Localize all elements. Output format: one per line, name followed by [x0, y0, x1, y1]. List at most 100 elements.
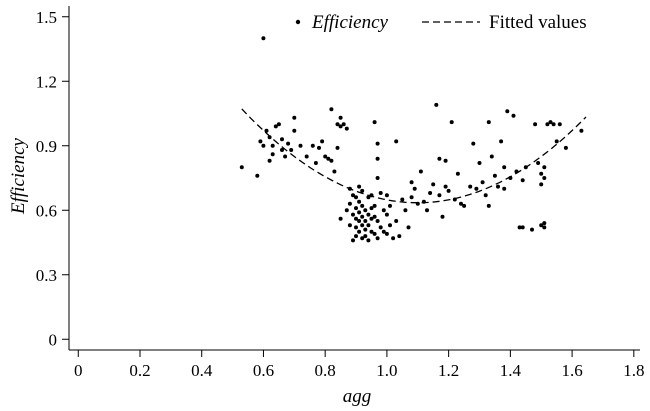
- efficiency-point: [360, 236, 365, 241]
- efficiency-point: [357, 229, 362, 234]
- x-axis-ticks: 0 0.2 0.4 0.6 0.8 1.0 1.2 1.4 1.6 1.8: [74, 350, 644, 380]
- x-tick-label: 0.4: [191, 361, 213, 380]
- efficiency-point: [533, 122, 538, 127]
- efficiency-point: [292, 115, 297, 120]
- efficiency-point: [366, 223, 371, 228]
- efficiency-point: [409, 180, 414, 185]
- efficiency-point: [388, 223, 392, 228]
- efficiency-point: [388, 203, 392, 208]
- efficiency-point: [468, 184, 473, 189]
- efficiency-point: [351, 238, 355, 243]
- y-tick-label: 0.9: [36, 137, 57, 156]
- efficiency-point: [344, 208, 349, 213]
- efficiency-point: [335, 122, 340, 127]
- legend-label-fitted: Fitted values: [489, 12, 587, 33]
- efficiency-point: [338, 216, 343, 221]
- efficiency-point: [267, 135, 272, 140]
- efficiency-point: [551, 122, 556, 127]
- efficiency-point: [363, 219, 368, 223]
- efficiency-point: [363, 234, 368, 239]
- efficiency-point: [289, 148, 294, 152]
- efficiency-point: [446, 188, 451, 193]
- fitted-values-line: [241, 108, 587, 204]
- efficiency-point: [280, 137, 284, 142]
- efficiency-point: [397, 234, 402, 239]
- efficiency-point: [360, 203, 365, 208]
- efficiency-point: [357, 219, 362, 223]
- efficiency-point: [542, 165, 547, 170]
- y-axis-title: Efficiency: [8, 137, 29, 215]
- efficiency-point: [255, 173, 260, 178]
- efficiency-point: [437, 193, 442, 198]
- efficiency-point: [394, 139, 399, 144]
- efficiency-point: [449, 120, 454, 125]
- efficiency-point: [372, 203, 377, 208]
- efficiency-point: [283, 154, 288, 159]
- y-tick-label: 1.5: [36, 8, 57, 27]
- efficiency-point: [239, 165, 244, 170]
- legend-label-efficiency: Efficiency: [311, 12, 389, 33]
- efficiency-point: [323, 154, 328, 159]
- efficiency-point: [375, 141, 380, 146]
- efficiency-point: [539, 171, 544, 176]
- efficiency-point: [483, 193, 488, 198]
- efficiency-point: [434, 102, 439, 107]
- efficiency-point: [520, 178, 525, 183]
- efficiency-point: [579, 128, 584, 133]
- efficiency-point: [517, 225, 522, 230]
- efficiency-point: [394, 219, 399, 223]
- efficiency-point: [477, 161, 482, 165]
- y-tick-label: 0.6: [36, 201, 57, 220]
- efficiency-point: [545, 122, 550, 127]
- efficiency-point: [431, 182, 436, 187]
- efficiency-point: [360, 223, 365, 228]
- efficiency-point: [486, 203, 491, 208]
- efficiency-points: [239, 36, 584, 243]
- y-axis-ticks: 0 0.3 0.6 0.9 1.2 1.5: [36, 8, 69, 349]
- x-axis-title: agg: [343, 386, 372, 407]
- y-tick-label: 0.3: [36, 266, 57, 285]
- efficiency-point: [292, 128, 297, 133]
- efficiency-point: [425, 208, 429, 213]
- efficiency-point: [357, 184, 362, 189]
- efficiency-point: [366, 238, 371, 243]
- efficiency-point: [418, 169, 423, 174]
- efficiency-point: [514, 169, 519, 174]
- efficiency-point: [523, 165, 528, 170]
- efficiency-point: [375, 176, 380, 180]
- efficiency-point: [357, 210, 362, 215]
- efficiency-point: [563, 145, 568, 150]
- efficiency-point: [375, 236, 380, 241]
- efficiency-point: [492, 173, 497, 178]
- x-tick-label: 1.0: [376, 361, 397, 380]
- efficiency-point: [347, 186, 352, 191]
- efficiency-point: [511, 113, 516, 118]
- efficiency-point: [354, 206, 358, 211]
- efficiency-point: [375, 156, 380, 161]
- efficiency-point: [486, 120, 491, 125]
- efficiency-point: [313, 161, 318, 165]
- efficiency-point: [338, 124, 343, 129]
- efficiency-point: [462, 203, 467, 208]
- efficiency-point: [409, 195, 414, 200]
- efficiency-point: [369, 206, 374, 211]
- efficiency-point: [548, 120, 553, 125]
- efficiency-point: [332, 169, 337, 174]
- efficiency-point: [378, 225, 383, 230]
- efficiency-point: [437, 156, 442, 161]
- legend-marker-efficiency: [295, 19, 301, 25]
- efficiency-point: [412, 186, 417, 191]
- efficiency-point: [428, 191, 433, 195]
- x-tick-label: 0: [74, 361, 83, 380]
- efficiency-point: [400, 197, 405, 202]
- efficiency-point: [363, 227, 368, 232]
- efficiency-point: [471, 141, 476, 146]
- efficiency-point: [508, 176, 513, 180]
- x-tick-label: 0.2: [129, 361, 150, 380]
- efficiency-point: [335, 145, 340, 150]
- efficiency-point: [378, 191, 383, 195]
- efficiency-point: [384, 212, 389, 217]
- efficiency-point: [443, 184, 448, 189]
- efficiency-point: [366, 212, 371, 217]
